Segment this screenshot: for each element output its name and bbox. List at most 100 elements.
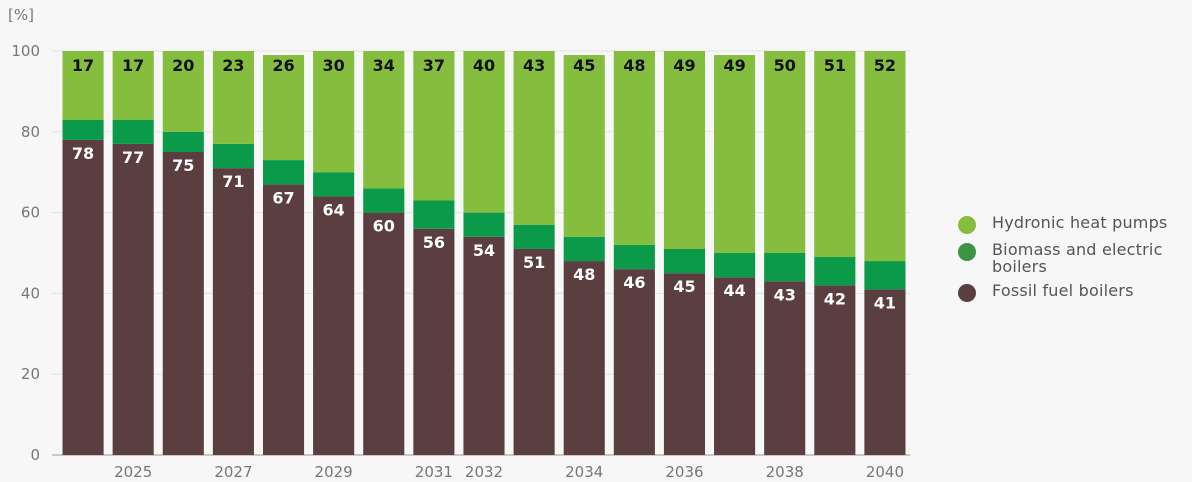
legend: Hydronic heat pumps Biomass and electric…	[958, 214, 1190, 309]
x-tick-label-2034: 2034	[565, 463, 603, 481]
data-label-heat-pumps-2034: 45	[573, 56, 595, 75]
bar-2037-hydronic-heat-pumps	[714, 55, 756, 253]
data-label-heat-pumps-2038: 50	[774, 56, 796, 75]
bar-2026-biomass-and-electric-boilers	[162, 131, 204, 152]
bar-2034-hydronic-heat-pumps	[563, 55, 605, 237]
bar-2036-biomass-and-electric-boilers	[663, 248, 706, 274]
bar-2029-biomass-and-electric-boilers	[313, 172, 355, 197]
bar-2032-fossil-fuel-boilers	[463, 236, 505, 455]
legend-label-biomass-electric-boilers: Biomass and electric boilers	[992, 240, 1163, 276]
legend-swatch-fossil-fuel-boilers	[958, 284, 976, 302]
bar-2025-hydronic-heat-pumps	[112, 51, 154, 120]
bar-2040-biomass-and-electric-boilers	[864, 261, 906, 290]
bar-2030-biomass-and-electric-boilers	[363, 188, 405, 213]
data-label-fossil-2028: 67	[272, 188, 294, 207]
x-tick-label-2031: 2031	[415, 463, 453, 481]
bar-2033-hydronic-heat-pumps	[513, 51, 555, 225]
data-label-fossil-2038: 43	[774, 285, 796, 304]
data-label-fossil-2026: 75	[172, 156, 194, 175]
x-tick-label-2029: 2029	[315, 463, 353, 481]
bar-2031-hydronic-heat-pumps	[413, 51, 455, 201]
y-tick-label-0: 0	[30, 446, 40, 464]
data-label-heat-pumps-2027: 23	[222, 56, 244, 75]
bar-2039-hydronic-heat-pumps	[814, 51, 856, 258]
bar-2026-fossil-fuel-boilers	[162, 152, 204, 455]
x-tick-label-2036: 2036	[665, 463, 703, 481]
data-label-heat-pumps-2028: 26	[272, 56, 294, 75]
bar-2039-fossil-fuel-boilers	[814, 285, 856, 455]
data-label-fossil-2031: 56	[423, 233, 445, 252]
bar-2037-biomass-and-electric-boilers	[714, 253, 756, 278]
y-tick-label-100: 100	[11, 42, 40, 60]
bar-2034-fossil-fuel-boilers	[563, 261, 605, 455]
data-label-heat-pumps-2024: 17	[72, 56, 94, 75]
x-tick-label-2032: 2032	[465, 463, 503, 481]
bar-2036-fossil-fuel-boilers	[663, 273, 706, 455]
bar-2038-biomass-and-electric-boilers	[764, 253, 806, 282]
data-label-fossil-2040: 41	[874, 293, 896, 312]
data-label-fossil-2036: 45	[673, 277, 695, 296]
data-label-heat-pumps-2040: 52	[874, 56, 896, 75]
x-tick-label-2025: 2025	[114, 463, 152, 481]
data-label-heat-pumps-2032: 40	[473, 56, 495, 75]
bar-2027-fossil-fuel-boilers	[212, 168, 254, 455]
legend-label-hydronic-heat-pumps: Hydronic heat pumps	[992, 213, 1168, 232]
bar-2035-hydronic-heat-pumps	[613, 51, 655, 245]
legend-item-biomass-electric-boilers[interactable]: Biomass and electric boilers	[958, 241, 1190, 275]
bar-2028-hydronic-heat-pumps	[262, 55, 305, 161]
bar-layer	[62, 51, 906, 456]
legend-label-fossil-fuel-boilers: Fossil fuel boilers	[992, 281, 1134, 300]
bar-2037-fossil-fuel-boilers	[714, 277, 756, 455]
bar-2034-biomass-and-electric-boilers	[563, 236, 605, 262]
data-label-heat-pumps-2030: 34	[373, 56, 395, 75]
bar-2038-hydronic-heat-pumps	[764, 51, 806, 253]
bar-2035-fossil-fuel-boilers	[613, 269, 655, 455]
x-tick-label-2038: 2038	[766, 463, 804, 481]
data-label-heat-pumps-2031: 37	[423, 56, 445, 75]
data-label-fossil-2025: 77	[122, 148, 144, 167]
legend-item-hydronic-heat-pumps[interactable]: Hydronic heat pumps	[958, 214, 1190, 234]
data-label-fossil-2029: 64	[323, 200, 345, 219]
y-tick-label-80: 80	[21, 123, 40, 141]
data-label-fossil-2033: 51	[523, 253, 545, 272]
data-label-heat-pumps-2029: 30	[323, 56, 345, 75]
data-label-heat-pumps-2026: 20	[172, 56, 194, 75]
y-tick-label-60: 60	[21, 204, 40, 222]
data-label-fossil-2032: 54	[473, 241, 495, 260]
bar-2040-fossil-fuel-boilers	[864, 289, 906, 455]
y-tick-label-40: 40	[21, 284, 40, 302]
data-label-fossil-2037: 44	[723, 281, 745, 300]
bar-2036-hydronic-heat-pumps	[663, 51, 706, 249]
bar-2026-hydronic-heat-pumps	[162, 51, 204, 132]
bar-2028-fossil-fuel-boilers	[262, 184, 305, 455]
bar-2031-fossil-fuel-boilers	[413, 228, 455, 455]
y-tick-label-20: 20	[21, 365, 40, 383]
data-label-fossil-2039: 42	[824, 289, 846, 308]
data-label-fossil-2027: 71	[222, 172, 244, 191]
bar-2025-fossil-fuel-boilers	[112, 143, 154, 456]
data-label-heat-pumps-2035: 48	[623, 56, 645, 75]
bar-2033-biomass-and-electric-boilers	[513, 224, 555, 249]
bar-2039-biomass-and-electric-boilers	[814, 257, 856, 286]
legend-swatch-biomass-electric-boilers	[958, 243, 976, 261]
bar-2033-fossil-fuel-boilers	[513, 248, 555, 455]
data-label-heat-pumps-2036: 49	[673, 56, 695, 75]
data-label-heat-pumps-2039: 51	[824, 56, 846, 75]
bar-2027-biomass-and-electric-boilers	[212, 143, 254, 169]
data-label-heat-pumps-2033: 43	[523, 56, 545, 75]
value-label-layer: 78 17 77 17 75 20 71 23 67 26 64 30 60 34 56 37 54 40 51 43…	[72, 56, 896, 312]
bar-2038-fossil-fuel-boilers	[764, 281, 806, 455]
data-label-fossil-2024: 78	[72, 144, 94, 163]
data-label-fossil-2035: 46	[623, 273, 645, 292]
bar-2028-biomass-and-electric-boilers	[262, 160, 305, 185]
legend-swatch-hydronic-heat-pumps	[958, 216, 976, 234]
bar-2040-hydronic-heat-pumps	[864, 51, 906, 262]
data-label-heat-pumps-2037: 49	[723, 56, 745, 75]
data-label-fossil-2034: 48	[573, 265, 595, 284]
bar-2030-hydronic-heat-pumps	[363, 51, 405, 189]
legend-item-fossil-fuel-boilers[interactable]: Fossil fuel boilers	[958, 282, 1190, 302]
bar-2031-biomass-and-electric-boilers	[413, 200, 455, 229]
bar-2032-hydronic-heat-pumps	[463, 51, 505, 213]
data-label-fossil-2030: 60	[373, 217, 395, 236]
